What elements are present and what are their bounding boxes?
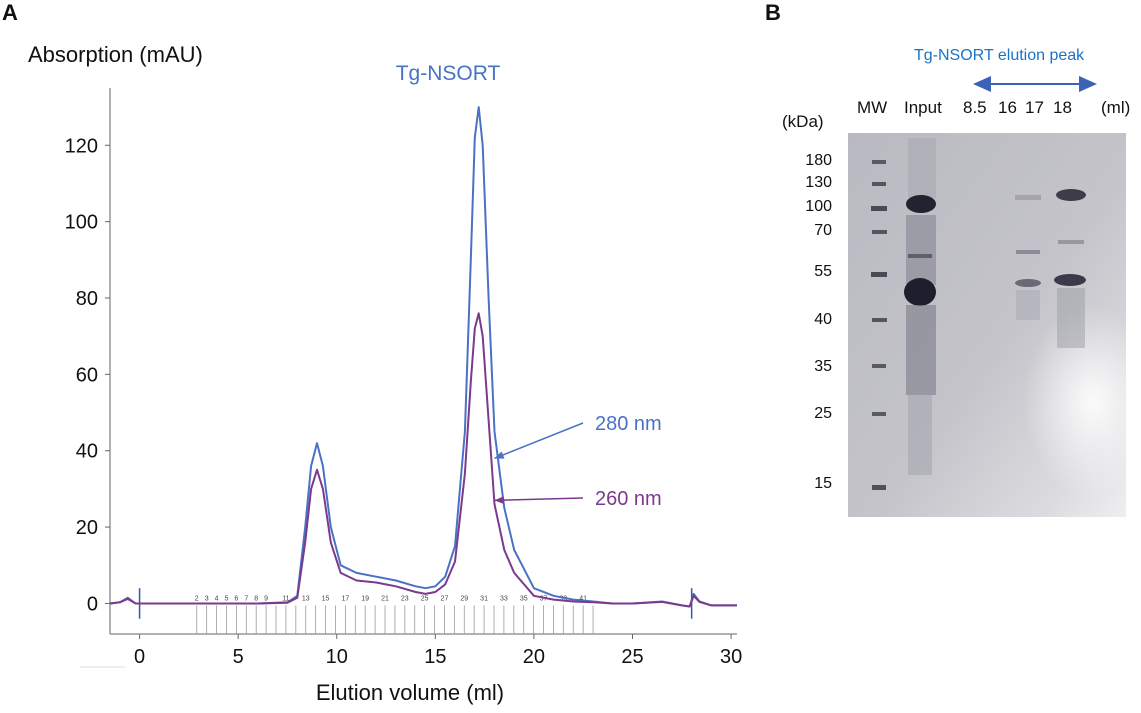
lane17-smear bbox=[1016, 290, 1040, 320]
x-tick-label: 0 bbox=[134, 646, 145, 668]
mw-marker-40: 40 bbox=[814, 311, 832, 328]
mw-marker-180: 180 bbox=[805, 152, 832, 169]
fraction-label: 17 bbox=[341, 595, 349, 602]
mw-marker-70: 70 bbox=[814, 222, 832, 239]
series-line-260nm bbox=[109, 312, 737, 608]
lane-label-17: 17 bbox=[1025, 98, 1044, 117]
fraction-label: 2 bbox=[195, 595, 199, 602]
ladder-band bbox=[872, 230, 887, 234]
lane-label-8-5: 8.5 bbox=[963, 98, 987, 117]
input-band-100 bbox=[906, 195, 936, 213]
fraction-label: 37 bbox=[540, 595, 548, 602]
annotation-arrow bbox=[494, 497, 584, 502]
lane-label-18: 18 bbox=[1053, 98, 1072, 117]
gel-bands bbox=[871, 138, 1086, 490]
lane-label-input: Input bbox=[904, 98, 942, 117]
fraction-label: 11 bbox=[282, 595, 289, 602]
fraction-label: 13 bbox=[302, 595, 310, 602]
annotation-arrowhead bbox=[494, 451, 505, 459]
fraction-label: 4 bbox=[215, 595, 219, 602]
fraction-label: 15 bbox=[322, 595, 330, 602]
mw-marker-130: 130 bbox=[805, 174, 832, 191]
mw-marker-35: 35 bbox=[814, 358, 832, 375]
y-tick-label: 40 bbox=[76, 441, 98, 463]
fraction-label: 6 bbox=[234, 595, 238, 602]
lane18-smear bbox=[1057, 288, 1085, 348]
annotation-label-280nm: 280 nm bbox=[595, 413, 662, 435]
fraction-label: 31 bbox=[480, 595, 488, 602]
ladder-band bbox=[872, 412, 886, 416]
input-smear bbox=[908, 138, 936, 198]
annotation-arrow bbox=[494, 422, 584, 460]
y-tick-label: 0 bbox=[87, 593, 98, 615]
ladder-band bbox=[872, 182, 886, 186]
input-band-45 bbox=[904, 278, 936, 306]
lane18-band-50 bbox=[1054, 274, 1086, 286]
lane17-band-50 bbox=[1015, 279, 1041, 287]
fraction-label: 3 bbox=[205, 595, 209, 602]
fraction-label: 9 bbox=[264, 595, 268, 602]
x-tick-label: 15 bbox=[424, 646, 446, 668]
panel-label-a: A bbox=[2, 0, 18, 25]
y-tick-label: 20 bbox=[76, 517, 98, 539]
input-smear bbox=[908, 395, 932, 475]
fraction-label: 29 bbox=[460, 595, 468, 602]
fraction-label: 8 bbox=[254, 595, 258, 602]
kda-label: (kDa) bbox=[782, 112, 824, 131]
x-tick-label: 20 bbox=[523, 646, 545, 668]
lane18-band-60 bbox=[1058, 240, 1084, 244]
fraction-label: 5 bbox=[225, 595, 229, 602]
fraction-label: 39 bbox=[559, 595, 567, 602]
lane18-band-100 bbox=[1056, 189, 1086, 201]
fraction-markers: 2 3 4 5 6 7 8 9 11 13 15 17 19 21 23 25 27 29 31 33 35 37 39 41 bbox=[138, 588, 693, 634]
gel-title: Tg-NSORT elution peak bbox=[914, 47, 1085, 64]
annotation-arrowhead bbox=[494, 496, 504, 505]
fraction-label: 23 bbox=[401, 595, 409, 602]
x-axis-label: Elution volume (ml) bbox=[316, 680, 504, 705]
fraction-label: 7 bbox=[244, 595, 248, 602]
lane17-band-60 bbox=[1016, 250, 1040, 254]
input-smear bbox=[906, 215, 936, 285]
ladder-band bbox=[872, 160, 886, 164]
series-layer bbox=[109, 106, 737, 608]
ladder-band bbox=[872, 318, 887, 322]
ladder-band bbox=[871, 272, 887, 277]
mw-marker-25: 25 bbox=[814, 405, 832, 422]
fraction-label: 25 bbox=[421, 595, 429, 602]
y-tick-label: 60 bbox=[76, 364, 98, 386]
mw-marker-55: 55 bbox=[814, 263, 832, 280]
chart-title: Tg-NSORT bbox=[396, 62, 501, 85]
fraction-label: 21 bbox=[381, 595, 389, 602]
x-tick-label: 25 bbox=[621, 646, 643, 668]
fraction-label: 33 bbox=[500, 595, 508, 602]
x-tick-label: 30 bbox=[720, 646, 742, 668]
ladder-band bbox=[871, 206, 887, 211]
lane-label-16: 16 bbox=[998, 98, 1017, 117]
annotation-label-260nm: 260 nm bbox=[595, 488, 662, 510]
y-tick-label: 100 bbox=[65, 212, 98, 234]
input-smear bbox=[906, 305, 936, 395]
elution-chart: Absorption (mAU) Tg-NSORT Elution volume… bbox=[28, 42, 742, 705]
x-tick-label: 5 bbox=[233, 646, 244, 668]
fraction-label: 41 bbox=[579, 595, 587, 602]
y-tick-label: 80 bbox=[76, 288, 98, 310]
fraction-label: 35 bbox=[520, 595, 528, 602]
fraction-label: 19 bbox=[361, 595, 369, 602]
mw-marker-100: 100 bbox=[805, 198, 832, 215]
ml-label: (ml) bbox=[1101, 98, 1131, 117]
annotation-layer: 280 nm 260 nm bbox=[494, 413, 662, 510]
y-axis-label: Absorption (mAU) bbox=[28, 42, 203, 67]
ladder-band bbox=[872, 485, 886, 490]
input-band-60 bbox=[908, 254, 932, 258]
lane-label-mw: MW bbox=[857, 98, 888, 117]
ladder-band bbox=[872, 364, 886, 368]
panel-label-b: B bbox=[765, 0, 781, 25]
y-tick-label: 120 bbox=[65, 135, 98, 157]
lane17-band-100 bbox=[1015, 195, 1041, 200]
mw-marker-15: 15 bbox=[814, 475, 832, 492]
x-tick-label: 10 bbox=[326, 646, 348, 668]
fraction-label: 27 bbox=[441, 595, 449, 602]
